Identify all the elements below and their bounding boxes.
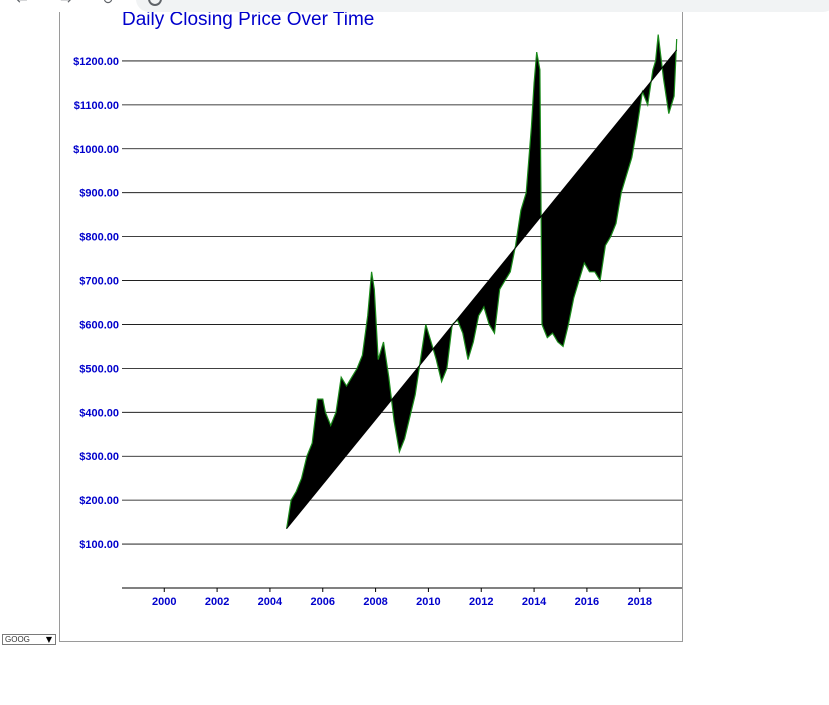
browser-toolbar: ← → ↻: [0, 0, 829, 12]
ticker-select[interactable]: GOOG ▼: [2, 634, 56, 645]
x-tick-label: 2006: [311, 596, 335, 608]
x-tick-label: 2004: [258, 596, 283, 608]
x-tick-label: 2000: [152, 596, 176, 608]
y-tick-label: $1200.00: [73, 56, 119, 68]
x-tick-label: 2008: [363, 596, 387, 608]
x-tick-label: 2014: [522, 596, 547, 608]
y-tick-label: $200.00: [79, 495, 119, 507]
between-fill: [286, 34, 677, 529]
y-tick-labels: $100.00 $200.00 $300.00 $400.00 $500.00 $600.…: [73, 56, 119, 551]
closing-price-chart: $100.00 $200.00 $300.00 $400.00 $500.00 $600.…: [73, 12, 682, 608]
chart-title: Daily Closing Price Over Time: [122, 12, 374, 30]
ticker-select-value: GOOG: [5, 635, 30, 644]
reload-icon[interactable]: ↻: [102, 0, 114, 8]
arrow-right-icon[interactable]: →: [60, 0, 72, 8]
arrow-left-icon[interactable]: ←: [16, 0, 28, 8]
gridlines: [122, 60, 682, 545]
y-tick-label: $100.00: [79, 539, 119, 551]
x-tick-label: 2010: [416, 596, 440, 608]
x-tick-label: 2018: [627, 596, 651, 608]
chart-frame: $100.00 $200.00 $300.00 $400.00 $500.00 $600.…: [59, 12, 683, 642]
y-tick-label: $700.00: [79, 276, 119, 288]
axes: [122, 587, 682, 592]
x-tick-label: 2012: [469, 596, 493, 608]
y-tick-label: $1100.00: [74, 100, 119, 112]
y-tick-label: $500.00: [79, 363, 119, 375]
x-tick-labels: 2000 2002 2004 2006 2008 2010 2012 2014 2016 2018: [152, 596, 652, 608]
y-tick-label: $400.00: [79, 407, 119, 419]
y-tick-label: $600.00: [79, 319, 119, 331]
series-lines: [286, 34, 678, 530]
x-tick-label: 2002: [205, 596, 229, 608]
price-line: [286, 34, 678, 529]
x-tick-label: 2016: [575, 596, 599, 608]
y-tick-label: $300.00: [79, 451, 119, 463]
trend-line: [286, 49, 678, 530]
fill-area: [286, 34, 677, 529]
chevron-down-icon: ▼: [45, 635, 52, 644]
y-tick-label: $800.00: [79, 232, 119, 244]
y-tick-label: $1000.00: [73, 144, 119, 156]
address-bar[interactable]: [136, 0, 829, 12]
y-tick-label: $900.00: [79, 188, 119, 200]
